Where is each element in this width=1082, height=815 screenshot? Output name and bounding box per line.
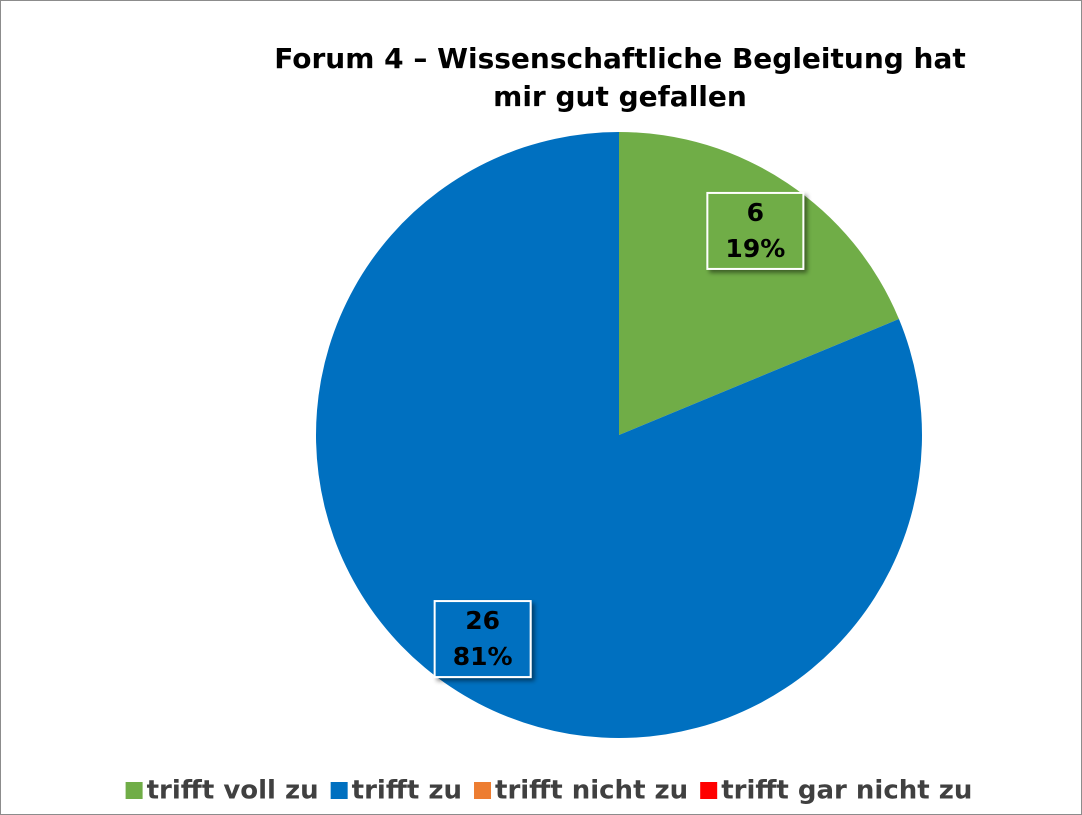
pie-slice <box>316 131 923 738</box>
data-label-percent: 19% <box>725 234 785 263</box>
legend-swatch <box>125 782 143 799</box>
pie-slice <box>619 132 899 435</box>
chart-title: Forum 4 – Wissenschaftliche Begleitung h… <box>274 42 966 75</box>
data-label-box <box>706 191 805 270</box>
chart-title: mir gut gefallen <box>493 80 747 113</box>
legend: trifft voll zu trifft zu trifft nicht zu tr… <box>125 776 972 806</box>
legend-label: trifft zu <box>352 776 462 806</box>
legend-swatch <box>474 782 492 799</box>
data-label-percent: 81% <box>453 642 513 671</box>
data-label: 619% <box>706 191 805 270</box>
data-label-value: 6 <box>747 198 764 227</box>
data-label-box <box>433 600 532 679</box>
legend-label: trifft voll zu <box>147 776 319 806</box>
legend-swatch <box>700 782 718 799</box>
legend-label: trifft gar nicht zu <box>721 776 972 806</box>
legend-swatch <box>330 782 348 799</box>
data-label-value: 26 <box>465 606 500 635</box>
legend-label: trifft nicht zu <box>495 776 688 806</box>
